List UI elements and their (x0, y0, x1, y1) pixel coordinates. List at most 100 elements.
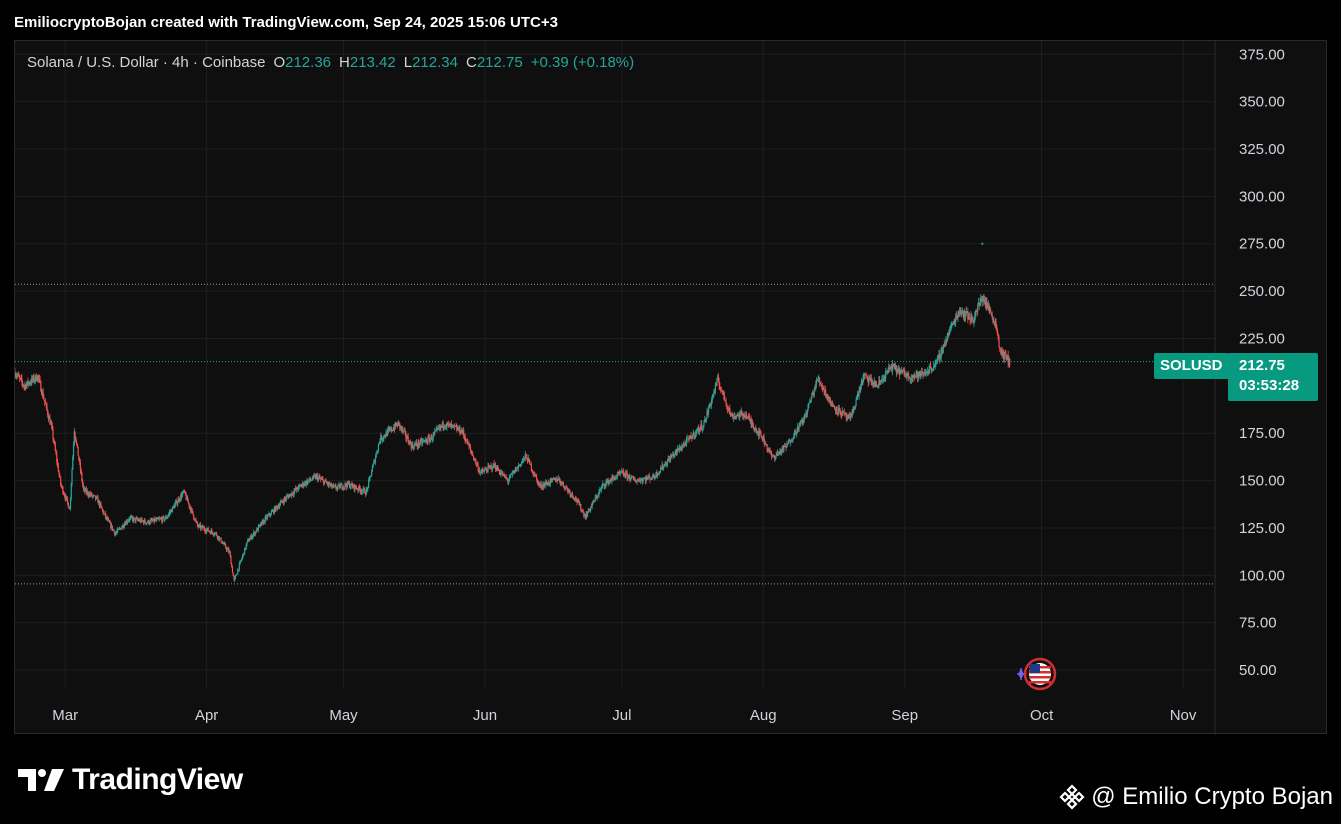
candle (244, 547, 247, 551)
candle (834, 405, 836, 411)
candle (737, 411, 739, 416)
candle (952, 323, 954, 326)
candle (628, 473, 631, 482)
candle (346, 481, 348, 489)
candle (305, 480, 307, 488)
candle (190, 506, 193, 514)
candle (650, 477, 653, 481)
candle (161, 515, 164, 524)
candle (15, 372, 17, 380)
candle (710, 401, 712, 407)
candle (723, 391, 726, 402)
candle (962, 310, 964, 320)
candle (834, 408, 837, 415)
candle (330, 482, 332, 489)
candle (933, 364, 935, 368)
candle (1008, 355, 1010, 367)
candle (849, 413, 851, 421)
candle (107, 516, 109, 522)
candle (466, 438, 469, 445)
candle (805, 409, 807, 419)
x-tick-label: Oct (1030, 707, 1054, 724)
candle (375, 451, 377, 459)
candle (1009, 357, 1011, 369)
candle (745, 411, 748, 420)
price-axis[interactable]: 375.00 350.00 325.00 300.00 275.00 250.00 225.… (1239, 46, 1285, 679)
candle (878, 376, 880, 389)
candle (885, 367, 887, 382)
candle (939, 354, 942, 361)
time-axis[interactable]: Mar Apr May Jun Jul Aug Sep Oct Nov (52, 707, 1197, 724)
candle (955, 313, 957, 327)
candle (320, 477, 322, 483)
candle (165, 515, 167, 520)
candle (459, 424, 461, 436)
candle (167, 514, 169, 520)
candle (72, 455, 74, 470)
candle (482, 469, 485, 473)
chart-frame[interactable]: 375.00 350.00 325.00 300.00 275.00 250.00 225.… (14, 40, 1328, 735)
candle (653, 474, 656, 481)
candle (937, 354, 939, 360)
candle (571, 491, 574, 499)
candle (971, 316, 974, 322)
candle (91, 492, 93, 497)
x-tick-label: May (329, 707, 358, 724)
candle (110, 521, 112, 531)
candle (145, 522, 147, 526)
candle (369, 475, 371, 481)
tradingview-logo-icon (18, 769, 64, 791)
candle (710, 397, 713, 409)
candle (295, 485, 297, 491)
candle (929, 363, 931, 374)
candle (900, 369, 902, 374)
candle (520, 464, 522, 468)
candle (42, 387, 44, 400)
candle (117, 526, 119, 534)
candlestick-chart[interactable]: 375.00 350.00 325.00 300.00 275.00 250.00 225.… (15, 41, 1328, 735)
candle (772, 453, 774, 457)
candle (325, 478, 327, 483)
candle (473, 457, 475, 461)
candle (79, 457, 81, 465)
candle (976, 310, 978, 317)
candle (682, 444, 684, 450)
candle (825, 386, 827, 398)
candle (176, 497, 178, 506)
y-tick-label: 350.00 (1239, 94, 1285, 111)
candle (412, 446, 415, 451)
candle (1001, 346, 1003, 359)
candle (463, 433, 466, 441)
candle (526, 457, 529, 464)
us-flag-event-icon[interactable] (1011, 657, 1061, 691)
candle (232, 572, 234, 577)
candle (142, 520, 144, 522)
candle (649, 475, 651, 484)
candle (108, 519, 110, 523)
y-tick-label: 100.00 (1239, 567, 1285, 584)
candle (155, 516, 158, 523)
candle (265, 513, 267, 520)
candle (744, 415, 746, 421)
candle (294, 488, 296, 494)
candle (419, 438, 421, 446)
candle (861, 380, 863, 386)
candle (1004, 349, 1006, 355)
candle (24, 381, 26, 391)
candle (279, 500, 281, 506)
candle (96, 494, 98, 498)
candle (91, 495, 94, 500)
candle (512, 470, 514, 476)
candle (681, 442, 683, 453)
brand-name: TradingView (72, 763, 243, 796)
candle (731, 411, 733, 416)
candle (174, 499, 177, 507)
candle (340, 482, 342, 486)
candle (441, 425, 443, 429)
candle (606, 478, 608, 484)
candle (982, 295, 984, 302)
candle (610, 477, 612, 482)
candle (863, 372, 865, 383)
candle (545, 478, 547, 489)
candle (608, 479, 610, 485)
